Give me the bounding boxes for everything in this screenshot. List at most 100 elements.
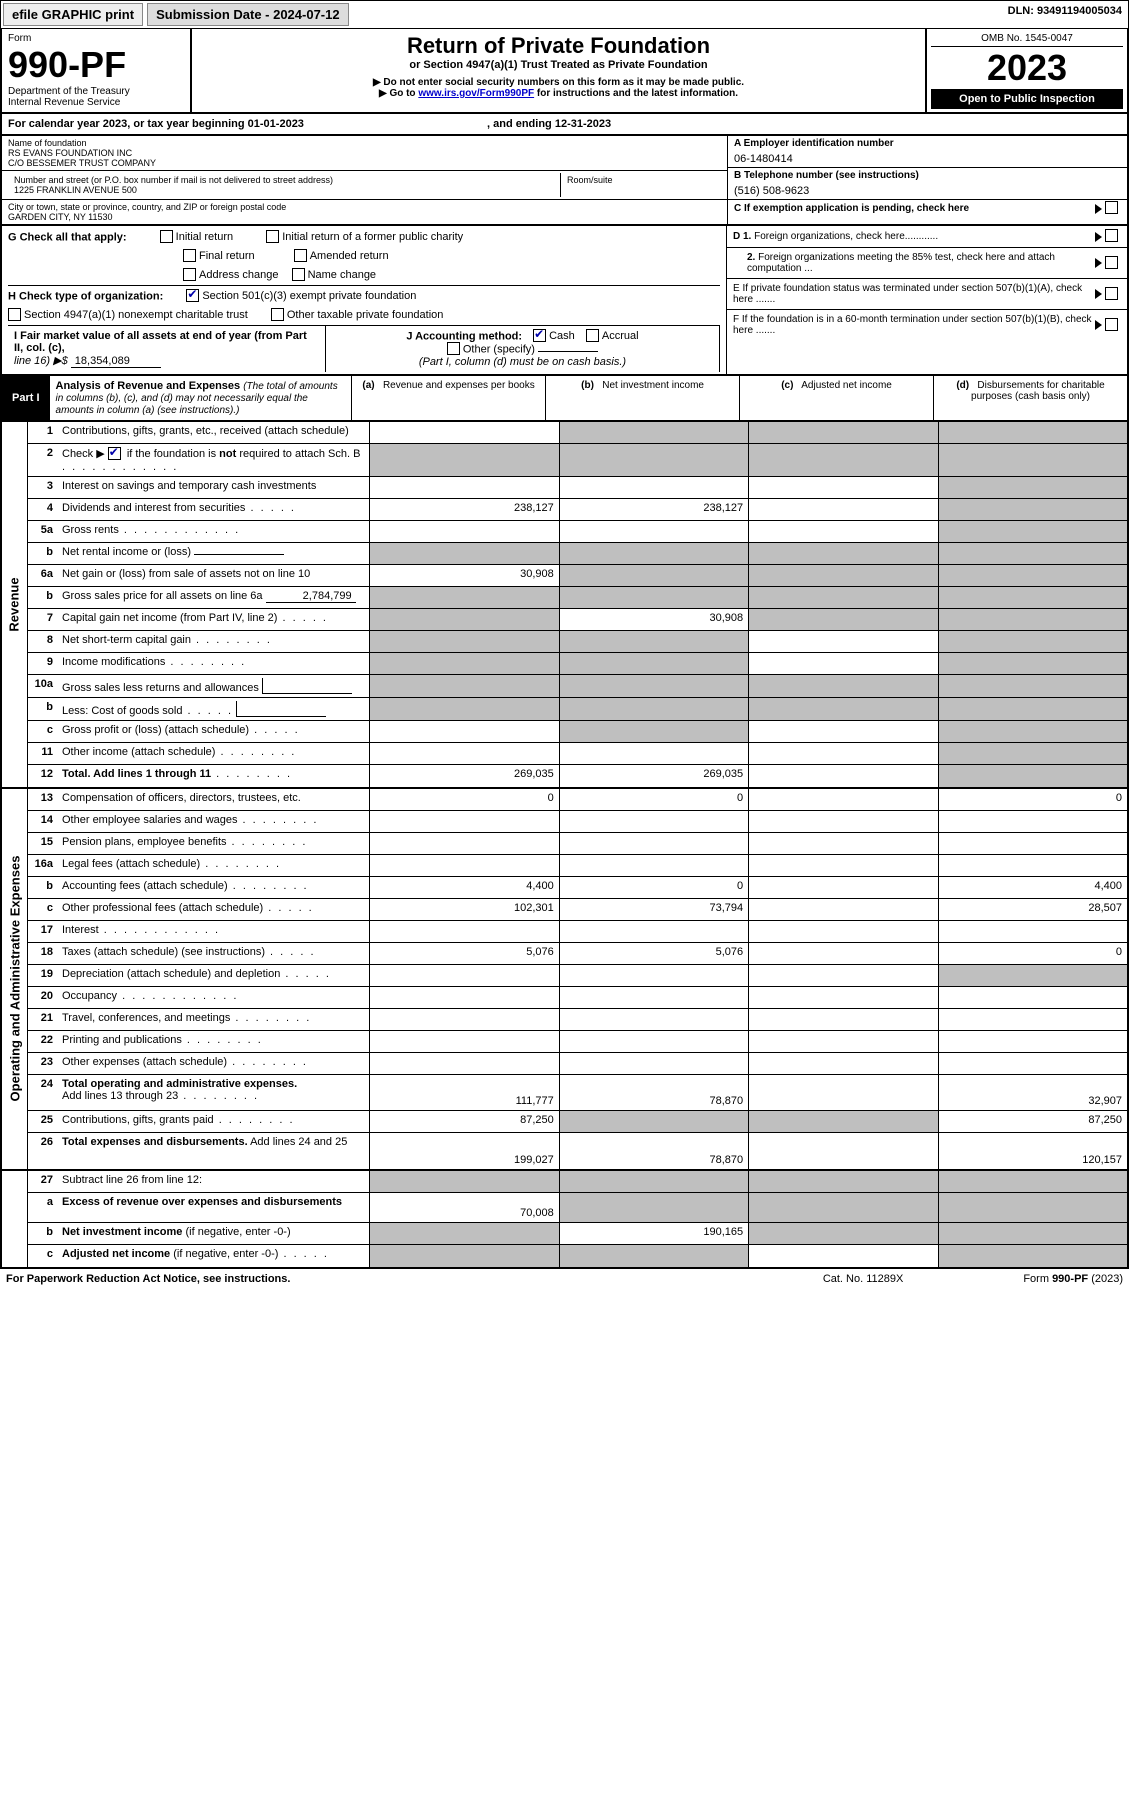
cell-a	[369, 653, 558, 674]
row-7: 7 Capital gain net income (from Part IV,…	[28, 609, 1127, 631]
form990pf-link[interactable]: www.irs.gov/Form990PF	[418, 88, 534, 99]
501c3-checkbox[interactable]	[186, 289, 199, 302]
row-num: 10a	[28, 675, 58, 697]
cell-c	[748, 921, 937, 942]
part1-desc: Analysis of Revenue and Expenses (The to…	[50, 376, 353, 420]
row-num: 18	[28, 943, 58, 964]
row-1: 1 Contributions, gifts, grants, etc., re…	[28, 422, 1127, 444]
row-6b: b Gross sales price for all assets on li…	[28, 587, 1127, 609]
cell-c	[748, 1075, 937, 1110]
row-20: 20 Occupancy	[28, 987, 1127, 1009]
cell-c	[748, 1223, 937, 1244]
cell-a	[369, 1053, 558, 1074]
cell-b	[559, 543, 748, 564]
cell-c	[748, 811, 937, 832]
cell-b: 190,165	[559, 1223, 748, 1244]
cogs-box	[236, 701, 326, 717]
col-a-header: (a) Revenue and expenses per books	[352, 376, 546, 420]
row-desc: Subtract line 26 from line 12:	[58, 1171, 369, 1192]
cell-a	[369, 698, 558, 720]
cal-end: 12-31-2023	[555, 118, 611, 130]
row-num: 3	[28, 477, 58, 498]
calendar-year-line: For calendar year 2023, or tax year begi…	[0, 114, 1129, 136]
row-11: 11 Other income (attach schedule)	[28, 743, 1127, 765]
row-desc: Adjusted net income (if negative, enter …	[58, 1245, 369, 1267]
row-desc: Taxes (attach schedule) (see instruction…	[58, 943, 369, 964]
final-return-checkbox[interactable]	[183, 249, 196, 262]
row-desc: Capital gain net income (from Part IV, l…	[58, 609, 369, 630]
cash-checkbox[interactable]	[533, 329, 546, 342]
blank-side	[2, 1171, 28, 1267]
row-desc: Legal fees (attach schedule)	[58, 855, 369, 876]
efile-print-button[interactable]: efile GRAPHIC print	[3, 3, 143, 26]
address-change-checkbox[interactable]	[183, 268, 196, 281]
note-goto: ▶ Go to www.irs.gov/Form990PF for instru…	[198, 88, 919, 99]
dept-label: Department of the Treasury	[8, 86, 184, 97]
initial-return-checkbox[interactable]	[160, 230, 173, 243]
header-left: Form 990-PF Department of the Treasury I…	[2, 29, 192, 112]
cell-d	[938, 609, 1127, 630]
ein-value: 06-1480414	[734, 149, 1121, 165]
row-23: 23 Other expenses (attach schedule)	[28, 1053, 1127, 1075]
cell-c	[748, 1111, 937, 1132]
other-method-line	[538, 351, 598, 352]
cell-b	[559, 1009, 748, 1030]
sch-b-checkbox[interactable]	[108, 447, 121, 460]
row-num: 8	[28, 631, 58, 652]
cell-a	[369, 1245, 558, 1267]
cell-b	[559, 833, 748, 854]
cell-c	[748, 1193, 937, 1222]
d2-checkbox[interactable]	[1105, 256, 1118, 269]
cell-a	[369, 631, 558, 652]
cell-c	[748, 743, 937, 764]
row-num: a	[28, 1193, 58, 1222]
row-desc: Dividends and interest from securities	[58, 499, 369, 520]
row-desc: Occupancy	[58, 987, 369, 1008]
entity-left: Name of foundation RS EVANS FOUNDATION I…	[2, 136, 727, 224]
i-block: I Fair market value of all assets at end…	[8, 326, 326, 372]
d1-checkbox[interactable]	[1105, 229, 1118, 242]
accrual-checkbox[interactable]	[586, 329, 599, 342]
note-goto-pre: ▶ Go to	[379, 88, 418, 99]
footer: For Paperwork Reduction Act Notice, see …	[0, 1269, 1129, 1289]
row-num: b	[28, 698, 58, 720]
f-label: F If the foundation is in a 60-month ter…	[733, 314, 1095, 336]
other-taxable-checkbox[interactable]	[271, 308, 284, 321]
exemption-checkbox[interactable]	[1105, 201, 1118, 214]
row-desc: Gross profit or (loss) (attach schedule)	[58, 721, 369, 742]
row-27a: a Excess of revenue over expenses and di…	[28, 1193, 1127, 1223]
row-num: 17	[28, 921, 58, 942]
e-checkbox[interactable]	[1105, 287, 1118, 300]
row-num: 20	[28, 987, 58, 1008]
revenue-block: Revenue 1 Contributions, gifts, grants, …	[0, 422, 1129, 789]
arrow-icon	[1095, 320, 1102, 330]
name-change-checkbox[interactable]	[292, 268, 305, 281]
form-subtitle: or Section 4947(a)(1) Trust Treated as P…	[198, 59, 919, 71]
street-label: Number and street (or P.O. box number if…	[14, 175, 554, 185]
cell-c	[748, 653, 937, 674]
cell-c	[748, 765, 937, 787]
cell-b	[559, 422, 748, 443]
row-desc: Interest	[58, 921, 369, 942]
street-row: Number and street (or P.O. box number if…	[2, 171, 727, 200]
row-num: 4	[28, 499, 58, 520]
form-header: Form 990-PF Department of the Treasury I…	[0, 29, 1129, 114]
initial-former-checkbox[interactable]	[266, 230, 279, 243]
amended-checkbox[interactable]	[294, 249, 307, 262]
row-num: 22	[28, 1031, 58, 1052]
row-3: 3 Interest on savings and temporary cash…	[28, 477, 1127, 499]
f-checkbox[interactable]	[1105, 318, 1118, 331]
other-method-checkbox[interactable]	[447, 342, 460, 355]
header-middle: Return of Private Foundation or Section …	[192, 29, 927, 112]
other-taxable-label: Other taxable private foundation	[287, 309, 444, 321]
cell-d	[938, 1223, 1127, 1244]
4947-checkbox[interactable]	[8, 308, 21, 321]
cell-b	[559, 965, 748, 986]
cell-b: 0	[559, 789, 748, 810]
initial-former-label: Initial return of a former public charit…	[282, 231, 463, 243]
cell-c	[748, 499, 937, 520]
cell-b: 78,870	[559, 1133, 748, 1169]
row-27c: c Adjusted net income (if negative, ente…	[28, 1245, 1127, 1267]
form-word: Form	[8, 33, 184, 44]
expenses-block: Operating and Administrative Expenses 13…	[0, 789, 1129, 1171]
